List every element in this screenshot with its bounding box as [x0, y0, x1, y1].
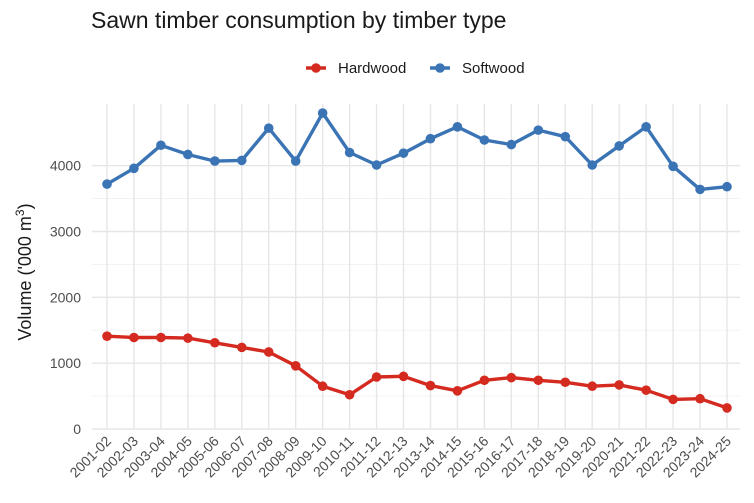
data-point-hardwood — [398, 371, 409, 382]
y-axis-label-close: ) — [15, 203, 35, 209]
data-point-hardwood — [560, 377, 571, 388]
series-layer — [102, 108, 732, 413]
y-axis-label-superscript: 3 — [13, 209, 27, 216]
y-axis-label-main: Volume ('000 m — [15, 216, 35, 341]
data-point-softwood — [533, 125, 544, 135]
data-point-softwood — [317, 108, 328, 118]
series-softwood — [102, 108, 732, 195]
data-point-hardwood — [344, 389, 355, 400]
data-point-hardwood — [668, 394, 678, 405]
data-point-hardwood — [479, 375, 490, 386]
y-tick-label: 1000 — [50, 355, 81, 371]
legend-label: Softwood — [462, 60, 525, 77]
data-point-hardwood — [183, 333, 193, 343]
data-point-hardwood — [317, 381, 328, 392]
data-point-softwood — [479, 135, 490, 145]
data-point-hardwood — [614, 380, 624, 390]
data-point-hardwood — [506, 372, 517, 383]
data-point-hardwood — [156, 332, 166, 343]
y-tick-label: 2000 — [50, 289, 81, 305]
data-point-hardwood — [587, 381, 598, 392]
y-axis-label: Volume ('000 m3) — [13, 203, 35, 340]
legend-marker — [311, 63, 321, 73]
data-point-hardwood — [371, 372, 382, 382]
data-point-softwood — [641, 122, 651, 132]
data-point-hardwood — [452, 386, 463, 396]
data-point-hardwood — [641, 385, 651, 395]
series-hardwood — [102, 331, 732, 413]
data-point-softwood — [560, 131, 571, 142]
data-point-softwood — [210, 156, 220, 166]
data-point-hardwood — [129, 332, 139, 343]
data-point-hardwood — [263, 347, 274, 357]
data-point-softwood — [344, 147, 355, 158]
data-point-softwood — [183, 149, 193, 160]
data-point-softwood — [290, 156, 301, 166]
y-tick-label: 0 — [73, 421, 81, 437]
data-point-hardwood — [533, 375, 544, 386]
legend-marker — [435, 63, 445, 73]
x-axis-ticks: 2001-022002-032003-042004-052005-062006-… — [66, 433, 734, 481]
series-line-hardwood — [106, 334, 728, 410]
data-point-softwood — [695, 184, 705, 195]
data-point-hardwood — [695, 393, 705, 404]
data-point-softwood — [587, 160, 598, 170]
data-point-softwood — [236, 155, 247, 166]
data-point-hardwood — [425, 380, 436, 391]
data-point-hardwood — [290, 361, 301, 371]
data-point-hardwood — [102, 331, 112, 341]
legend-label: Hardwood — [338, 60, 406, 77]
data-point-softwood — [102, 179, 112, 189]
data-point-softwood — [263, 123, 274, 133]
legend: Hardwood Softwood — [306, 60, 525, 77]
chart-title: Sawn timber consumption by timber type — [91, 7, 506, 33]
data-point-hardwood — [722, 403, 732, 413]
data-point-softwood — [425, 133, 436, 144]
data-point-softwood — [398, 148, 409, 158]
data-point-softwood — [129, 163, 139, 174]
y-tick-label: 4000 — [50, 158, 81, 174]
legend-item-softwood: Softwood — [430, 60, 525, 77]
data-point-softwood — [614, 141, 624, 151]
legend-item-hardwood: Hardwood — [306, 60, 406, 77]
series-line-softwood — [106, 111, 728, 192]
y-axis-ticks: 0 1000 2000 3000 4000 — [50, 158, 81, 437]
data-point-softwood — [506, 139, 517, 150]
data-point-softwood — [722, 181, 732, 192]
data-point-softwood — [371, 160, 382, 170]
data-point-softwood — [452, 122, 463, 132]
data-point-hardwood — [210, 337, 220, 348]
data-point-softwood — [668, 161, 678, 172]
y-tick-label: 3000 — [50, 224, 81, 240]
data-point-softwood — [156, 140, 166, 151]
data-point-hardwood — [236, 342, 247, 353]
